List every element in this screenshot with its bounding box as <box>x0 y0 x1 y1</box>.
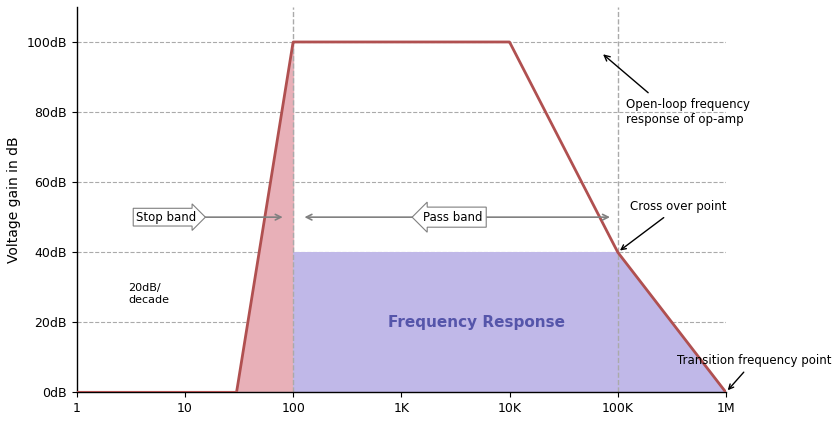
Text: Pass band: Pass band <box>423 211 483 224</box>
Text: Stop band: Stop band <box>136 211 196 224</box>
Text: 20dB/
decade: 20dB/ decade <box>128 284 169 305</box>
Text: Frequency Response: Frequency Response <box>389 315 566 330</box>
Text: Transition frequency point: Transition frequency point <box>676 354 831 389</box>
Text: Cross over point: Cross over point <box>621 200 727 249</box>
Text: Open-loop frequency
response of op-amp: Open-loop frequency response of op-amp <box>626 98 750 126</box>
Y-axis label: Voltage gain in dB: Voltage gain in dB <box>7 136 21 263</box>
